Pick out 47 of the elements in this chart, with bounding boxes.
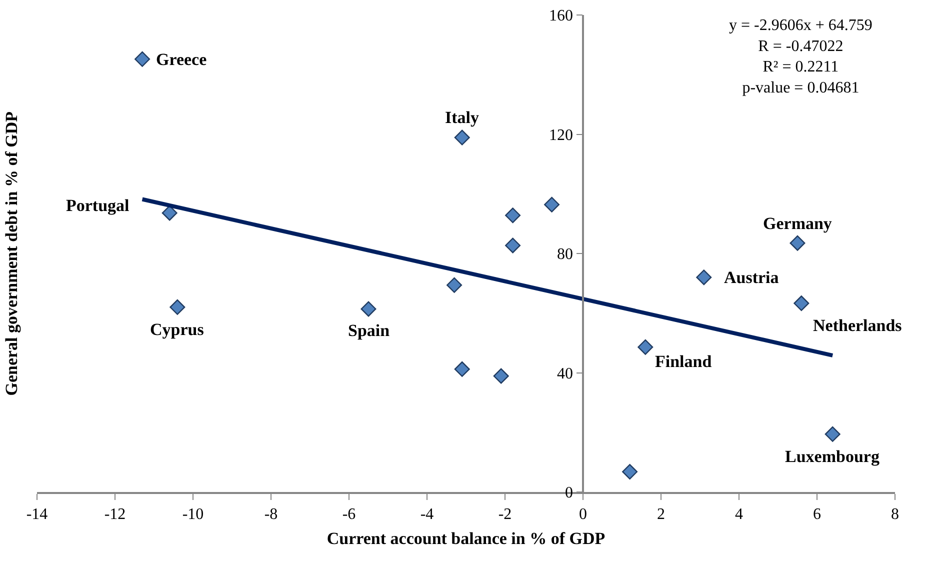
point [134, 51, 150, 67]
y-tick-label: 120 [549, 126, 574, 144]
x-tick-label: -14 [26, 506, 48, 523]
annotation: Spain [348, 321, 390, 340]
point [544, 196, 560, 212]
x-tick-label: -8 [264, 506, 278, 523]
point [170, 299, 186, 315]
x-tick-label: 4 [735, 506, 743, 523]
y-tick-label: 0 [565, 484, 574, 502]
annotation: Cyprus [150, 320, 204, 339]
point [162, 205, 178, 221]
point [505, 238, 521, 254]
x-tick-label: 8 [891, 506, 899, 523]
point [824, 426, 840, 442]
x-tick-label: -6 [342, 506, 356, 523]
x-tick-label: 0 [579, 506, 587, 523]
annotation: Luxembourg [785, 447, 880, 466]
x-tick-label: -4 [420, 506, 434, 523]
x-tick-label: 2 [657, 506, 665, 523]
point [638, 339, 654, 355]
annotation: Portugal [66, 196, 130, 215]
x-tick-label: -10 [182, 506, 204, 523]
annotation: Germany [763, 214, 832, 233]
y-axis-title: General government debt in % of GDP [2, 112, 21, 396]
point [505, 208, 521, 224]
y-tick-label: 160 [549, 8, 574, 25]
annotation: Greece [156, 50, 208, 69]
y-tick-label: 40 [557, 365, 574, 382]
annotation: Italy [445, 108, 480, 127]
x-tick-label: -2 [498, 506, 512, 523]
point [696, 270, 712, 286]
point [493, 368, 509, 384]
x-tick-label: -12 [104, 506, 126, 523]
point [622, 464, 638, 480]
point [790, 235, 806, 251]
x-axis-title: Current account balance in % of GDP [326, 528, 606, 548]
point [446, 277, 462, 293]
point [454, 361, 470, 377]
annotation: Netherlands [813, 316, 902, 335]
point [360, 301, 376, 317]
point [454, 130, 470, 146]
point [794, 296, 810, 312]
y-tick-label: 80 [557, 246, 574, 264]
annotation: Austria [724, 268, 780, 287]
annotation: Finland [655, 352, 712, 371]
annotation: y = -2.9606x + 64.759 R = -0.47022 R² = 0.2211 p-value = 0.04681 [729, 17, 872, 96]
x-tick-label: 6 [813, 506, 821, 523]
